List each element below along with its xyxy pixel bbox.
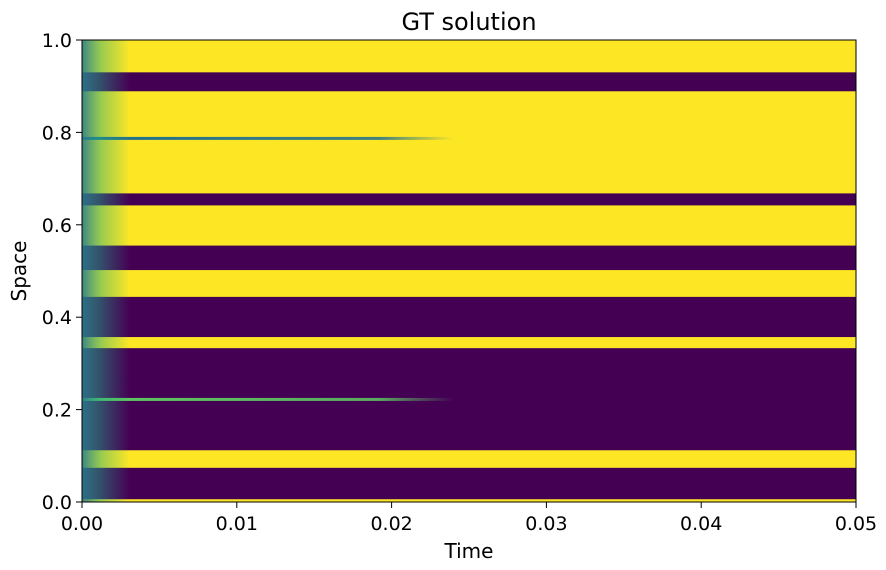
x-axis-label: Time <box>444 539 494 563</box>
x-axis-ticks: 0.00 0.01 0.02 0.03 0.04 0.05 <box>61 502 877 535</box>
heatmap-bands <box>82 40 856 502</box>
y-tick-label-5: 1.0 <box>42 30 72 52</box>
transient-lines <box>82 136 454 401</box>
x-tick-label-5: 0.05 <box>835 513 877 535</box>
y-tick-label-4: 0.8 <box>42 122 72 144</box>
heatmap-band-3 <box>82 270 856 297</box>
heatmap-band-0 <box>82 499 856 502</box>
y-tick-label-2: 0.4 <box>42 307 72 329</box>
y-tick-label-3: 0.6 <box>42 215 72 237</box>
x-tick-label-1: 0.01 <box>216 513 258 535</box>
y-axis-label: Space <box>7 241 31 302</box>
x-tick-label-4: 0.04 <box>680 513 722 535</box>
heatmap-band-5 <box>82 91 856 194</box>
x-tick-label-2: 0.02 <box>370 513 412 535</box>
y-axis-ticks: 0.0 0.2 0.4 0.6 0.8 1.0 <box>42 30 82 514</box>
y-tick-label-0: 0.0 <box>42 492 72 514</box>
transient-line-1 <box>82 397 454 401</box>
plot-area <box>82 40 856 502</box>
x-tick-label-0: 0.00 <box>61 513 103 535</box>
x-tick-label-3: 0.03 <box>525 513 567 535</box>
transient-line-0 <box>82 136 454 140</box>
chart-title: GT solution <box>401 8 536 36</box>
heatmap-band-4 <box>82 205 856 246</box>
heatmap-band-1 <box>82 450 856 468</box>
heatmap-band-2 <box>82 337 856 349</box>
y-tick-label-1: 0.2 <box>42 400 72 422</box>
initial-transient-region <box>82 40 130 502</box>
heatmap-band-6 <box>82 40 856 73</box>
plot-frame <box>81 39 857 503</box>
